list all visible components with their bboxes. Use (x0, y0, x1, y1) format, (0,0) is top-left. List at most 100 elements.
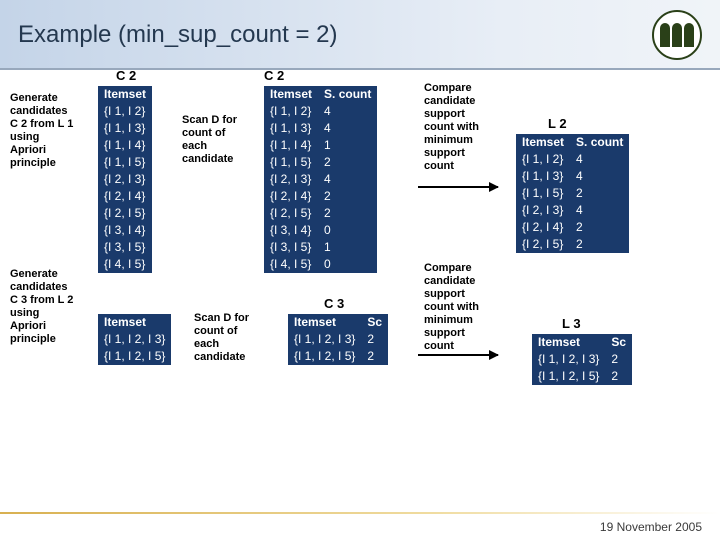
table-row: {I 3, I 4}0 (264, 222, 377, 239)
label-compare-1: Compare candidate support count with min… (424, 82, 479, 173)
table-cell: 2 (570, 219, 629, 236)
table-cell: {I 1, I 2} (264, 103, 318, 120)
table-header: Itemset (98, 86, 152, 103)
table-cell: 2 (318, 205, 377, 222)
table-cell: {I 2, I 5} (98, 205, 152, 222)
table-cell: 1 (318, 239, 377, 256)
table-c3-itemsets: Itemset{I 1, I 2, I 3}{I 1, I 2, I 5} (98, 314, 171, 365)
table-cell: {I 1, I 5} (516, 185, 570, 202)
table-header: S. count (570, 134, 629, 151)
table-cell: {I 2, I 5} (264, 205, 318, 222)
table-cell: 2 (570, 185, 629, 202)
table-cell: {I 2, I 4} (264, 188, 318, 205)
caption-l3: L 3 (562, 316, 581, 331)
table-row: {I 1, I 2, I 5}2 (532, 368, 632, 385)
table-l3: ItemsetSc {I 1, I 2, I 3}2{I 1, I 2, I 5… (532, 334, 632, 385)
table-cell: {I 2, I 3} (98, 171, 152, 188)
table-cell: {I 4, I 5} (98, 256, 152, 273)
table-row: {I 1, I 3}4 (516, 168, 629, 185)
table-cell: {I 3, I 4} (264, 222, 318, 239)
table-cell: 2 (361, 331, 388, 348)
table-row: {I 3, I 4} (98, 222, 152, 239)
table-cell: {I 1, I 2, I 5} (98, 348, 171, 365)
logo-icon (652, 10, 702, 60)
table-row: {I 1, I 5}2 (264, 154, 377, 171)
table-cell: 4 (570, 202, 629, 219)
table-cell: {I 1, I 5} (98, 154, 152, 171)
table-row: {I 4, I 5}0 (264, 256, 377, 273)
table-cell: 4 (570, 151, 629, 168)
table-header: Itemset (532, 334, 605, 351)
table-cell: 2 (318, 188, 377, 205)
table-cell: {I 1, I 2} (98, 103, 152, 120)
arrow-c3-to-l3 (418, 354, 498, 356)
table-row: {I 2, I 4}2 (516, 219, 629, 236)
table-cell: {I 3, I 5} (264, 239, 318, 256)
table-row: {I 1, I 2, I 3}2 (532, 351, 632, 368)
label-compare-2: Compare candidate support count with min… (424, 262, 479, 353)
table-cell: {I 2, I 3} (516, 202, 570, 219)
table-row: {I 2, I 3} (98, 171, 152, 188)
table-header: Sc (361, 314, 388, 331)
footer-date: 19 November 2005 (600, 520, 702, 534)
table-cell: {I 3, I 4} (98, 222, 152, 239)
table-cell: 2 (570, 236, 629, 253)
table-cell: {I 1, I 3} (516, 168, 570, 185)
table-row: {I 1, I 2}4 (516, 151, 629, 168)
table-cell: 4 (318, 171, 377, 188)
footer-divider (0, 512, 720, 514)
table-header: Sc (605, 334, 632, 351)
table-row: {I 1, I 2, I 3} (98, 331, 171, 348)
title-bar: Example (min_sup_count = 2) (0, 0, 720, 70)
table-cell: 4 (318, 120, 377, 137)
table-row: {I 1, I 3} (98, 120, 152, 137)
table-cell: {I 3, I 5} (98, 239, 152, 256)
table-cell: 1 (318, 137, 377, 154)
table-row: {I 1, I 5}2 (516, 185, 629, 202)
table-row: {I 1, I 5} (98, 154, 152, 171)
arrow-c2-to-l2 (418, 186, 498, 188)
table-header: Itemset (264, 86, 318, 103)
table-row: {I 4, I 5} (98, 256, 152, 273)
table-row: {I 1, I 4} (98, 137, 152, 154)
table-row: {I 1, I 2, I 5} (98, 348, 171, 365)
table-l2: ItemsetS. count{I 1, I 2}4{I 1, I 3}4{I … (516, 134, 629, 253)
table-cell: {I 1, I 3} (98, 120, 152, 137)
table-cell: {I 1, I 4} (264, 137, 318, 154)
table-cell: 2 (318, 154, 377, 171)
table-row: {I 1, I 4}1 (264, 137, 377, 154)
table-row: {I 1, I 2} (98, 103, 152, 120)
table-c2-itemsets: Itemset{I 1, I 2}{I 1, I 3}{I 1, I 4}{I … (98, 86, 152, 273)
table-row: {I 2, I 4} (98, 188, 152, 205)
page-title: Example (min_sup_count = 2) (18, 21, 338, 49)
label-generate-c2: Generate candidates C 2 from L 1 using A… (10, 92, 73, 170)
table-cell: 2 (605, 351, 632, 368)
table-row: {I 1, I 2, I 5}2 (288, 348, 388, 365)
table-row: {I 3, I 5}1 (264, 239, 377, 256)
table-cell: 0 (318, 222, 377, 239)
table-cell: 0 (318, 256, 377, 273)
table-cell: {I 1, I 2, I 3} (532, 351, 605, 368)
caption-c3: C 3 (324, 296, 344, 311)
table-row: {I 2, I 4}2 (264, 188, 377, 205)
table-cell: {I 2, I 3} (264, 171, 318, 188)
table-cell: {I 2, I 5} (516, 236, 570, 253)
label-scan-1: Scan D for count of each candidate (182, 114, 237, 166)
table-row: {I 2, I 3}4 (264, 171, 377, 188)
table-row: {I 2, I 5}2 (516, 236, 629, 253)
table-row: {I 1, I 3}4 (264, 120, 377, 137)
caption-c2-left: C 2 (116, 68, 136, 83)
table-cell: 2 (605, 368, 632, 385)
label-scan-2: Scan D for count of each candidate (194, 312, 249, 364)
table-cell: 4 (318, 103, 377, 120)
table-row: {I 1, I 2, I 3}2 (288, 331, 388, 348)
table-cell: {I 1, I 2, I 5} (288, 348, 361, 365)
table-cell: {I 1, I 5} (264, 154, 318, 171)
table-cell: 4 (570, 168, 629, 185)
table-row: {I 2, I 5} (98, 205, 152, 222)
table-cell: {I 1, I 4} (98, 137, 152, 154)
table-cell: {I 1, I 2, I 3} (98, 331, 171, 348)
table-cell: {I 1, I 2, I 3} (288, 331, 361, 348)
table-cell: {I 2, I 4} (516, 219, 570, 236)
caption-c2-right: C 2 (264, 68, 284, 83)
